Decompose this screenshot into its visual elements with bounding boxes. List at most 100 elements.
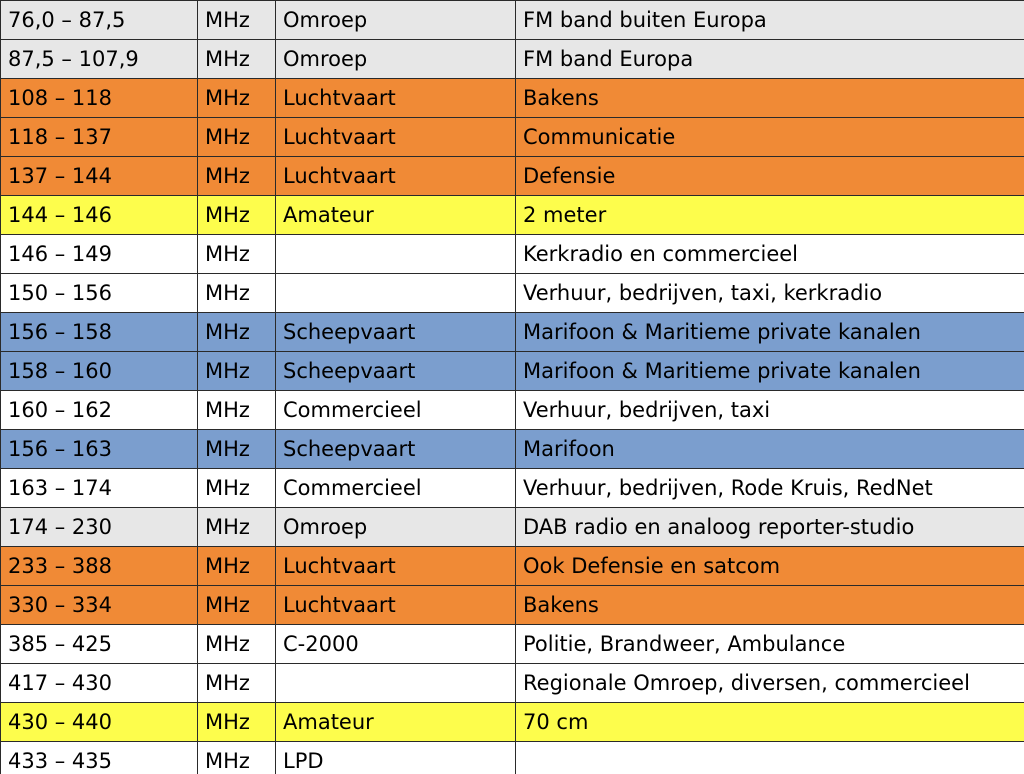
table-row: 156 – 163 MHz Scheepvaart Marifoon bbox=[0, 429, 1024, 469]
usage-description: Verhuur, bedrijven, Rode Kruis, RedNet bbox=[515, 468, 1024, 508]
table-row: 144 – 146 MHz Amateur 2 meter bbox=[0, 195, 1024, 235]
frequency-unit: MHz bbox=[197, 78, 276, 118]
table-row: 137 – 144 MHz Luchtvaart Defensie bbox=[0, 156, 1024, 196]
table-row: 76,0 – 87,5 MHz Omroep FM band buiten Eu… bbox=[0, 0, 1024, 40]
table-row: 108 – 118 MHz Luchtvaart Bakens bbox=[0, 78, 1024, 118]
table-row: 233 – 388 MHz Luchtvaart Ook Defensie en… bbox=[0, 546, 1024, 586]
frequency-range: 433 – 435 bbox=[0, 741, 198, 774]
frequency-unit: MHz bbox=[197, 546, 276, 586]
frequency-unit: MHz bbox=[197, 624, 276, 664]
usage-description: Marifoon & Maritieme private kanalen bbox=[515, 351, 1024, 391]
usage-description: Verhuur, bedrijven, taxi, kerkradio bbox=[515, 273, 1024, 313]
frequency-unit: MHz bbox=[197, 351, 276, 391]
table-row: 118 – 137 MHz Luchtvaart Communicatie bbox=[0, 117, 1024, 157]
frequency-range: 417 – 430 bbox=[0, 663, 198, 703]
service-category: Omroep bbox=[275, 0, 516, 40]
service-category: Luchtvaart bbox=[275, 546, 516, 586]
frequency-unit: MHz bbox=[197, 156, 276, 196]
usage-description: Regionale Omroep, diversen, commercieel bbox=[515, 663, 1024, 703]
frequency-unit: MHz bbox=[197, 468, 276, 508]
usage-description: Politie, Brandweer, Ambulance bbox=[515, 624, 1024, 664]
frequency-range: 150 – 156 bbox=[0, 273, 198, 313]
frequency-range: 430 – 440 bbox=[0, 702, 198, 742]
usage-description: Kerkradio en commercieel bbox=[515, 234, 1024, 274]
usage-description: Bakens bbox=[515, 78, 1024, 118]
frequency-unit: MHz bbox=[197, 741, 276, 774]
usage-description: DAB radio en analoog reporter-studio bbox=[515, 507, 1024, 547]
service-category bbox=[275, 234, 516, 274]
frequency-range: 146 – 149 bbox=[0, 234, 198, 274]
service-category: Omroep bbox=[275, 507, 516, 547]
service-category: Scheepvaart bbox=[275, 312, 516, 352]
frequency-range: 160 – 162 bbox=[0, 390, 198, 430]
service-category bbox=[275, 663, 516, 703]
table-row: 160 – 162 MHz Commercieel Verhuur, bedri… bbox=[0, 390, 1024, 430]
table-row: 146 – 149 MHz Kerkradio en commercieel bbox=[0, 234, 1024, 274]
frequency-range: 163 – 174 bbox=[0, 468, 198, 508]
table-row: 150 – 156 MHz Verhuur, bedrijven, taxi, … bbox=[0, 273, 1024, 313]
usage-description bbox=[515, 741, 1024, 774]
usage-description: Communicatie bbox=[515, 117, 1024, 157]
service-category: LPD bbox=[275, 741, 516, 774]
service-category: C-2000 bbox=[275, 624, 516, 664]
frequency-range: 108 – 118 bbox=[0, 78, 198, 118]
frequency-unit: MHz bbox=[197, 702, 276, 742]
table-row: 156 – 158 MHz Scheepvaart Marifoon & Mar… bbox=[0, 312, 1024, 352]
frequency-unit: MHz bbox=[197, 585, 276, 625]
table-row: 87,5 – 107,9 MHz Omroep FM band Europa bbox=[0, 39, 1024, 79]
frequency-unit: MHz bbox=[197, 234, 276, 274]
frequency-range: 118 – 137 bbox=[0, 117, 198, 157]
frequency-unit: MHz bbox=[197, 390, 276, 430]
service-category: Omroep bbox=[275, 39, 516, 79]
service-category bbox=[275, 273, 516, 313]
usage-description: 70 cm bbox=[515, 702, 1024, 742]
usage-description: 2 meter bbox=[515, 195, 1024, 235]
service-category: Amateur bbox=[275, 702, 516, 742]
frequency-range: 330 – 334 bbox=[0, 585, 198, 625]
frequency-range: 137 – 144 bbox=[0, 156, 198, 196]
frequency-range: 156 – 163 bbox=[0, 429, 198, 469]
usage-description: Ook Defensie en satcom bbox=[515, 546, 1024, 586]
frequency-unit: MHz bbox=[197, 0, 276, 40]
frequency-unit: MHz bbox=[197, 273, 276, 313]
table-row: 174 – 230 MHz Omroep DAB radio en analoo… bbox=[0, 507, 1024, 547]
usage-description: Defensie bbox=[515, 156, 1024, 196]
service-category: Scheepvaart bbox=[275, 351, 516, 391]
service-category: Luchtvaart bbox=[275, 117, 516, 157]
usage-description: FM band Europa bbox=[515, 39, 1024, 79]
frequency-unit: MHz bbox=[197, 429, 276, 469]
frequency-unit: MHz bbox=[197, 117, 276, 157]
usage-description: Marifoon bbox=[515, 429, 1024, 469]
usage-description: Verhuur, bedrijven, taxi bbox=[515, 390, 1024, 430]
frequency-range: 156 – 158 bbox=[0, 312, 198, 352]
usage-description: Bakens bbox=[515, 585, 1024, 625]
table-row: 330 – 334 MHz Luchtvaart Bakens bbox=[0, 585, 1024, 625]
frequency-unit: MHz bbox=[197, 312, 276, 352]
frequency-range: 385 – 425 bbox=[0, 624, 198, 664]
frequency-unit: MHz bbox=[197, 507, 276, 547]
service-category: Luchtvaart bbox=[275, 585, 516, 625]
table-row: 158 – 160 MHz Scheepvaart Marifoon & Mar… bbox=[0, 351, 1024, 391]
service-category: Amateur bbox=[275, 195, 516, 235]
service-category: Luchtvaart bbox=[275, 78, 516, 118]
frequency-range: 144 – 146 bbox=[0, 195, 198, 235]
frequency-unit: MHz bbox=[197, 663, 276, 703]
frequency-range: 158 – 160 bbox=[0, 351, 198, 391]
frequency-range: 233 – 388 bbox=[0, 546, 198, 586]
frequency-range: 87,5 – 107,9 bbox=[0, 39, 198, 79]
table-row: 163 – 174 MHz Commercieel Verhuur, bedri… bbox=[0, 468, 1024, 508]
frequency-range: 76,0 – 87,5 bbox=[0, 0, 198, 40]
service-category: Commercieel bbox=[275, 390, 516, 430]
service-category: Luchtvaart bbox=[275, 156, 516, 196]
frequency-range: 174 – 230 bbox=[0, 507, 198, 547]
table-row: 430 – 440 MHz Amateur 70 cm bbox=[0, 702, 1024, 742]
table-row: 433 – 435 MHz LPD bbox=[0, 741, 1024, 774]
service-category: Scheepvaart bbox=[275, 429, 516, 469]
usage-description: Marifoon & Maritieme private kanalen bbox=[515, 312, 1024, 352]
usage-description: FM band buiten Europa bbox=[515, 0, 1024, 40]
service-category: Commercieel bbox=[275, 468, 516, 508]
table-row: 417 – 430 MHz Regionale Omroep, diversen… bbox=[0, 663, 1024, 703]
frequency-unit: MHz bbox=[197, 195, 276, 235]
